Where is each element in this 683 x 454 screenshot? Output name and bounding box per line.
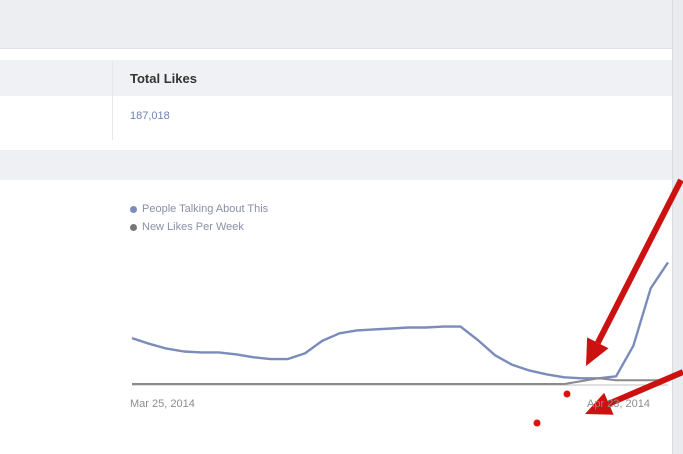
x-axis-label-start: Mar 25, 2014 — [130, 398, 195, 410]
legend-dot-people-talking — [130, 205, 137, 213]
chart-legend: People Talking About This New Likes Per … — [130, 200, 268, 236]
annotation-arrow-upper — [586, 178, 683, 366]
total-likes-title: Total Likes — [130, 71, 197, 86]
series-line-people-talking — [131, 261, 669, 380]
legend-item-new-likes[interactable]: New Likes Per Week — [130, 218, 268, 236]
legend-label-people-talking: People Talking About This — [142, 203, 269, 215]
total-likes-value[interactable]: 187,018 — [130, 110, 170, 122]
legend-item-people-talking[interactable]: People Talking About This — [130, 200, 268, 218]
left-column-divider — [0, 60, 113, 140]
annotation-arrow-lower — [585, 369, 683, 415]
annotation-marker-lower — [533, 419, 541, 427]
top-header-bar — [0, 0, 672, 49]
annotation-marker-upper — [563, 390, 571, 398]
legend-dot-new-likes — [130, 223, 137, 231]
series-line-new-likes — [132, 377, 668, 385]
right-scroll-rail[interactable] — [672, 0, 683, 454]
chart-header-bar — [0, 150, 672, 180]
x-axis-label-end: Apr 23, 2014 — [587, 398, 650, 410]
legend-label-new-likes: New Likes Per Week — [142, 221, 244, 233]
